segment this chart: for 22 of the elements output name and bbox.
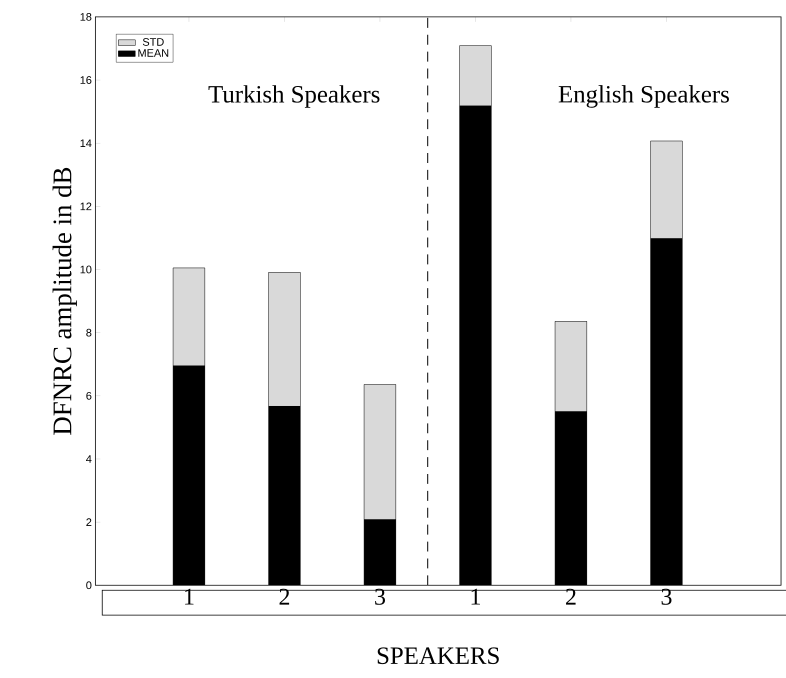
y-tick-label: 4 [86, 455, 92, 463]
y-tick-label: 14 [80, 140, 92, 148]
y-tick-label: 0 [86, 582, 92, 590]
y-tick-label: 12 [80, 202, 92, 210]
annotation: English Speakers [558, 85, 729, 108]
y-axis-title: DFNRC amplitude in dB [52, 168, 77, 435]
y-tick-label: 16 [80, 76, 92, 84]
y-tick-label: 8 [86, 328, 92, 337]
annotation: Turkish Speakers [208, 85, 380, 108]
x-tick-label: 3 [375, 588, 385, 605]
x-tick-label: 3 [662, 588, 672, 605]
y-tick-label: 6 [86, 392, 92, 400]
x-tick-label: 1 [472, 588, 480, 605]
x-tick-label: 2 [566, 588, 576, 605]
y-tick-label: 2 [86, 518, 92, 526]
x-tick-label: 1 [185, 588, 194, 605]
x-axis-title: SPEAKERS [378, 648, 499, 664]
y-tick-label: 18 [80, 13, 92, 21]
legend-label: STD [142, 38, 164, 46]
y-tick-label: 10 [80, 266, 92, 274]
x-tick-label: 2 [280, 588, 290, 605]
legend-label: MEAN [138, 49, 168, 57]
